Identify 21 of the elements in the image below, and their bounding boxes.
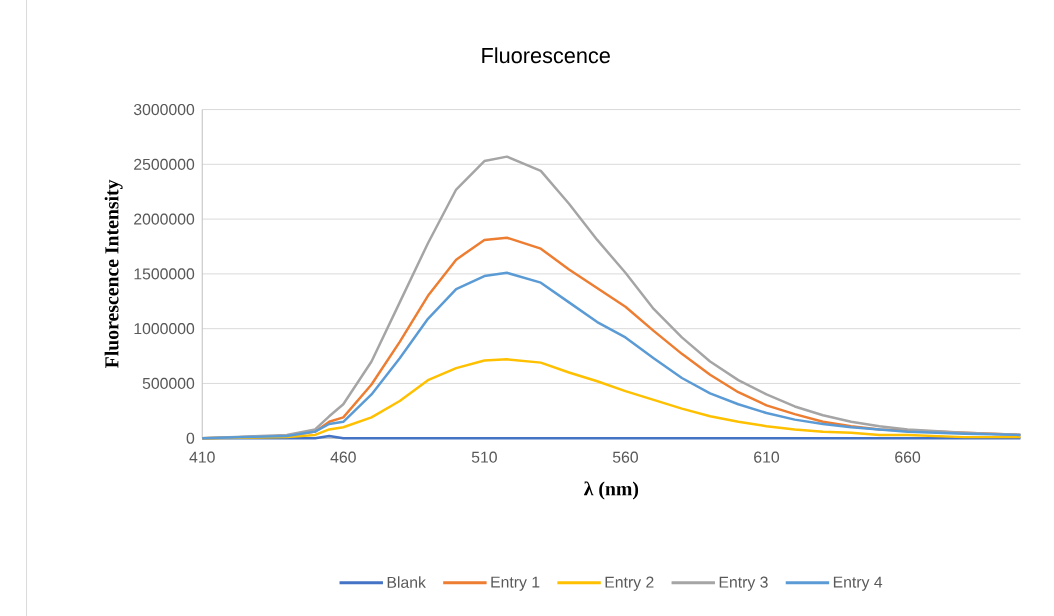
x-axis-title: λ (nm) bbox=[583, 481, 639, 500]
x-tick-label: 610 bbox=[754, 451, 780, 463]
x-tick-label: 510 bbox=[471, 451, 497, 463]
x-tick-label: 460 bbox=[330, 451, 356, 463]
y-tick-label: 2000000 bbox=[134, 213, 195, 225]
legend-label: Entry 4 bbox=[833, 576, 883, 591]
y-tick-label: 3000000 bbox=[133, 104, 195, 116]
y-tick-label: 1500000 bbox=[134, 268, 195, 280]
legend-label: Entry 3 bbox=[719, 576, 768, 591]
y-tick-label: 500000 bbox=[142, 377, 195, 390]
chart-title: Fluorescence bbox=[482, 47, 610, 64]
x-tick-label: 410 bbox=[189, 451, 215, 463]
x-tick-label: 660 bbox=[895, 451, 921, 463]
legend-label: Entry 2 bbox=[605, 576, 654, 591]
y-tick-label: 2500000 bbox=[134, 158, 195, 170]
legend-label: Blank bbox=[387, 576, 426, 589]
y-tick-label: 0 bbox=[186, 432, 195, 444]
y-tick-label: 1000000 bbox=[134, 323, 195, 335]
x-tick-label: 560 bbox=[612, 451, 638, 463]
legend-label: Entry 1 bbox=[491, 576, 540, 591]
y-axis-title: Fluorescence Intensity bbox=[104, 179, 123, 368]
